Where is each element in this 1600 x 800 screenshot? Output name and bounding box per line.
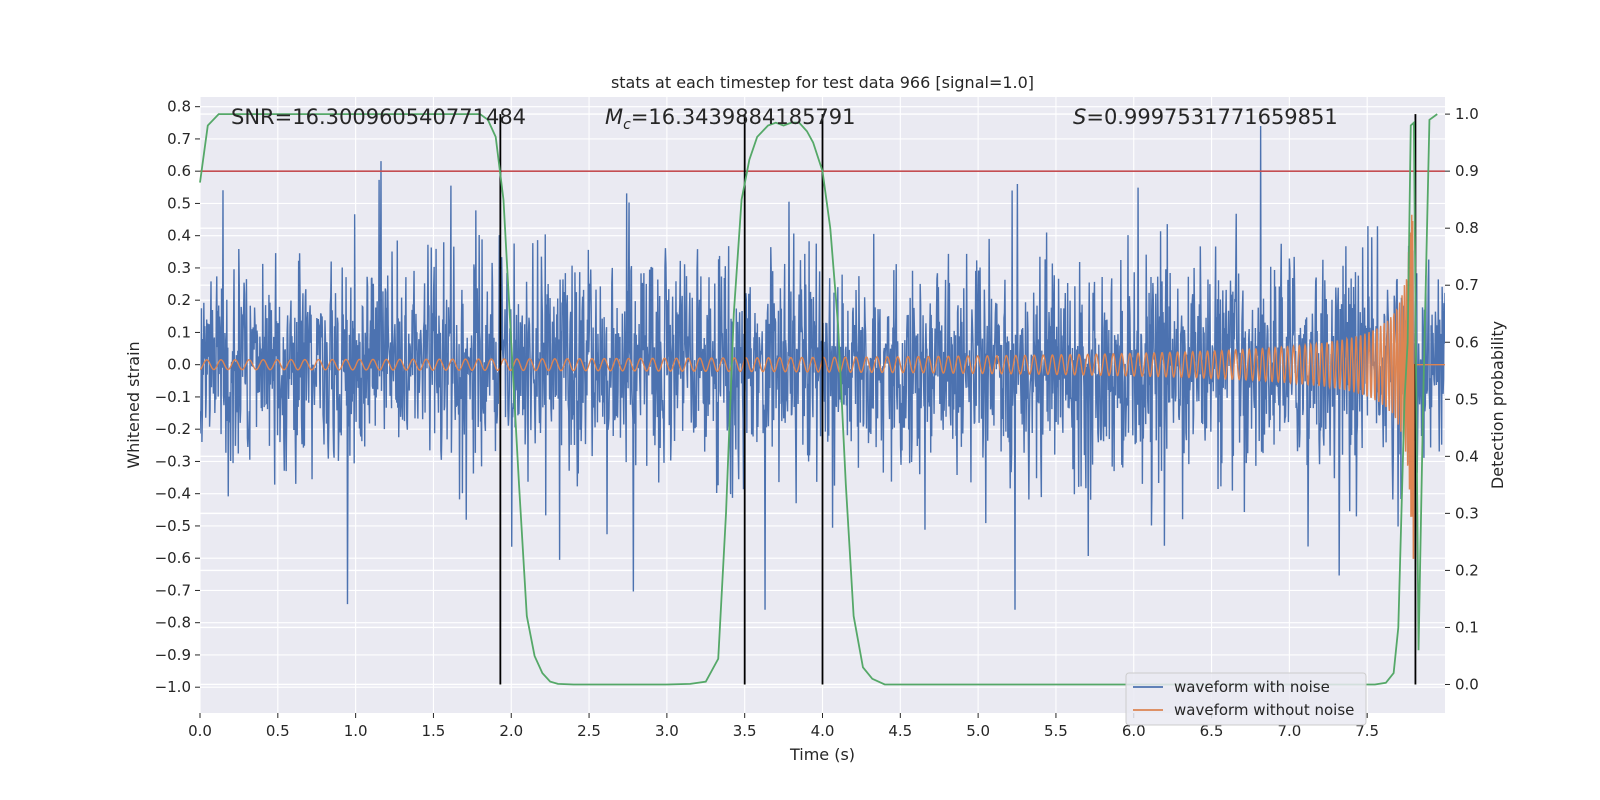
x-tick-label: 3.0 [655, 722, 679, 740]
x-tick-label: 7.0 [1277, 722, 1301, 740]
y-tick-label: −0.9 [155, 646, 191, 664]
y-tick-label: 0.5 [167, 194, 191, 212]
chirp-mass-symbol: M [605, 105, 623, 129]
y-right-tick-label: 0.2 [1455, 561, 1479, 579]
y-tick-label: 0.0 [167, 356, 191, 374]
y-right-tick-label: 0.3 [1455, 504, 1479, 522]
x-tick-label: 4.0 [811, 722, 835, 740]
x-tick-label: 1.5 [422, 722, 446, 740]
y-axis-label: Whitened strain [124, 341, 143, 468]
x-tick-label: 0.0 [188, 722, 212, 740]
x-tick-label: 7.5 [1355, 722, 1379, 740]
y-tick-label: 0.3 [167, 259, 191, 277]
y-tick-label: 0.6 [167, 162, 191, 180]
y-tick-label: −0.5 [155, 517, 191, 535]
y-tick-label: −0.6 [155, 549, 191, 567]
y-right-tick-label: 0.0 [1455, 675, 1479, 693]
y-tick-label: 0.4 [167, 227, 191, 245]
y-right-tick-label: 0.6 [1455, 333, 1479, 351]
y-tick-label: 0.8 [167, 98, 191, 116]
x-tick-label: 2.5 [577, 722, 601, 740]
x-tick-label: 6.5 [1200, 722, 1224, 740]
y-tick-label: −0.8 [155, 614, 191, 632]
y-tick-label: 0.2 [167, 291, 191, 309]
x-tick-label: 0.5 [266, 722, 290, 740]
y-tick-label: 0.7 [167, 130, 191, 148]
score-annotation: S=0.9997531771659851 [1073, 105, 1338, 129]
y-tick-label: −1.0 [155, 678, 191, 696]
snr-annotation: SNR=16.300960540771484 [231, 105, 526, 129]
y-tick-label: −0.4 [155, 485, 191, 503]
legend-box [1125, 672, 1367, 726]
x-tick-label: 3.5 [733, 722, 757, 740]
legend-label: waveform with noise [1174, 678, 1330, 696]
y-tick-label: −0.7 [155, 581, 191, 599]
y-tick-label: −0.3 [155, 452, 191, 470]
chart-title: stats at each timestep for test data 966… [611, 73, 1034, 92]
x-tick-label: 5.0 [966, 722, 990, 740]
y-tick-label: 0.1 [167, 323, 191, 341]
x-tick-label: 6.0 [1122, 722, 1146, 740]
y-right-tick-label: 0.7 [1455, 276, 1479, 294]
series-detection-probability [199, 113, 1438, 686]
x-tick-label: 1.0 [344, 722, 368, 740]
y-right-tick-label: 0.4 [1455, 447, 1479, 465]
y-right-tick-label: 1.0 [1455, 105, 1479, 123]
score-value: =0.9997531771659851 [1086, 105, 1337, 129]
y-tick-label: −0.1 [155, 388, 191, 406]
y-right-tick-label: 0.9 [1455, 162, 1479, 180]
legend-label: waveform without noise [1174, 701, 1354, 719]
chirp-mass-annotation: Mc=16.3439884185791 [605, 105, 856, 133]
y-right-tick-label: 0.8 [1455, 219, 1479, 237]
y-right-tick-label: 0.5 [1455, 390, 1479, 408]
x-axis-label: Time (s) [789, 745, 855, 764]
x-tick-label: 4.5 [888, 722, 912, 740]
score-symbol: S [1073, 105, 1086, 129]
x-tick-label: 5.5 [1044, 722, 1068, 740]
x-tick-label: 2.0 [499, 722, 523, 740]
y-tick-label: −0.2 [155, 420, 191, 438]
chirp-mass-value: =16.3439884185791 [631, 105, 856, 129]
y-right-axis-label: Detection probability [1488, 321, 1507, 489]
chirp-mass-subscript: c [623, 117, 631, 133]
y-right-tick-label: 0.1 [1455, 618, 1479, 636]
